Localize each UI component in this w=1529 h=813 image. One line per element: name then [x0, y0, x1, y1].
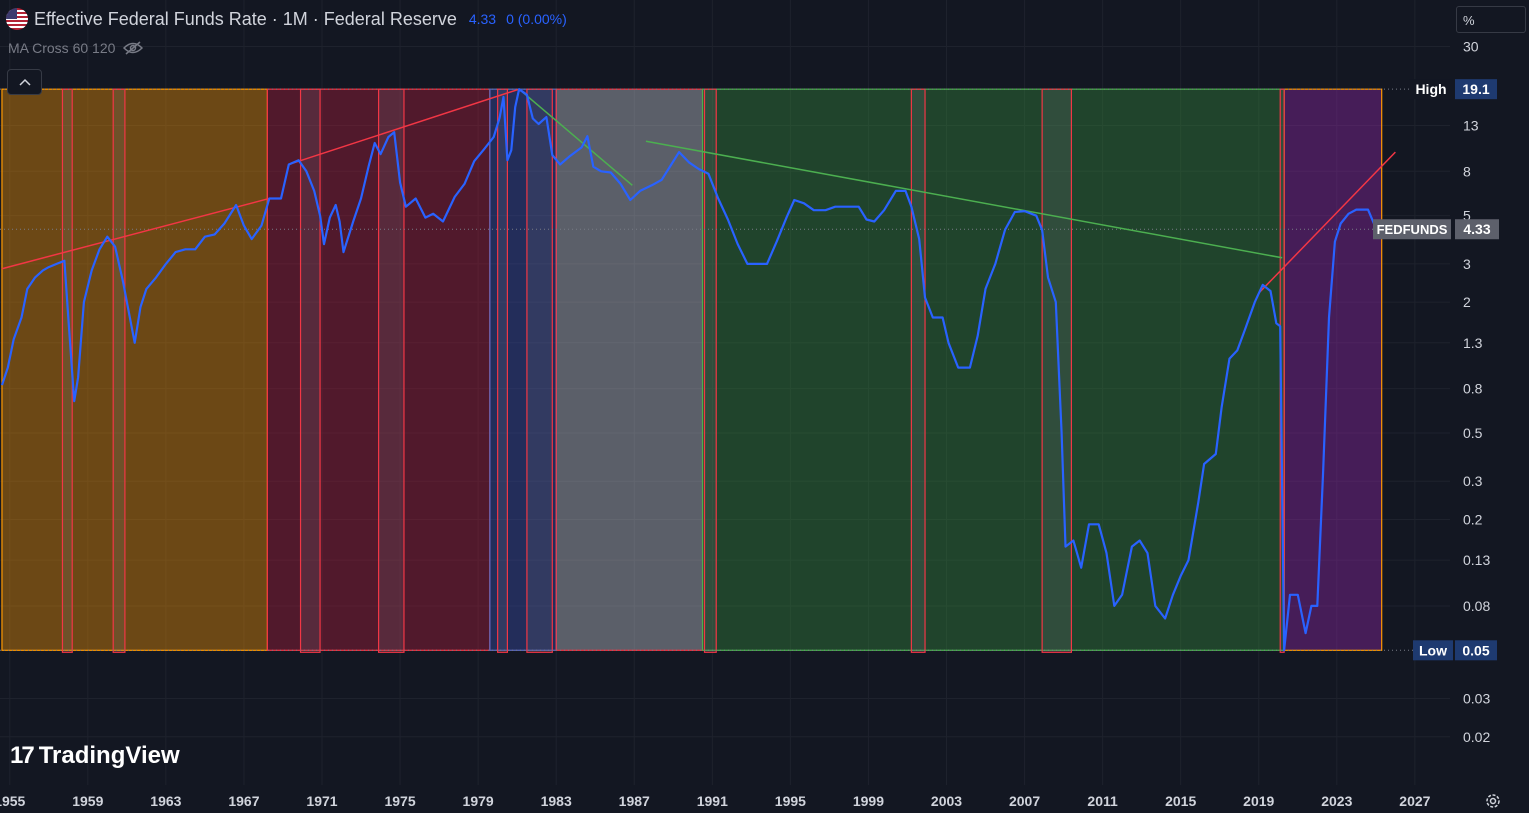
x-tick-label: 1979 [463, 793, 494, 809]
x-tick-label: 2023 [1321, 793, 1352, 809]
gear-icon[interactable] [1484, 792, 1502, 810]
x-tick-label: 2011 [1087, 793, 1118, 809]
us-flag-icon [6, 8, 28, 30]
recession-box [299, 88, 321, 653]
y-tick-label: 3 [1463, 256, 1471, 272]
tradingview-logo: 17 TradingView [10, 742, 180, 770]
y-tick-label: 0.02 [1463, 729, 1490, 745]
y-tick-label: 8 [1463, 163, 1471, 179]
low-label-value: 0.05 [1462, 642, 1489, 658]
recession-box [703, 88, 717, 653]
x-tick-label: 1971 [306, 793, 337, 809]
x-tick-label: 2015 [1165, 793, 1196, 809]
high-label-name-bg [1409, 79, 1453, 100]
regime-zone [555, 88, 704, 651]
eye-hidden-icon[interactable] [123, 41, 144, 55]
recession-box [112, 88, 126, 653]
regime-zone [1283, 88, 1383, 651]
y-tick-label: 0.8 [1463, 381, 1483, 397]
regime-zone [1, 88, 268, 651]
time-axis [0, 785, 1450, 813]
regime-zone [701, 88, 1285, 651]
x-tick-label: 1995 [775, 793, 806, 809]
x-tick-label: 2007 [1009, 793, 1040, 809]
trendline [518, 88, 633, 186]
y-tick-label: 30 [1463, 39, 1479, 55]
trendline [645, 140, 1283, 259]
chevron-up-icon [18, 78, 31, 86]
price-change: 0 (0.00%) [506, 11, 567, 27]
recession-box [497, 88, 509, 653]
fedfunds-series-line [0, 88, 1394, 652]
y-tick-label: 2 [1463, 294, 1471, 310]
high-label: High 19.1 [1409, 79, 1497, 100]
recession-box [378, 88, 405, 653]
high-label-value: 19.1 [1462, 81, 1489, 97]
x-tick-label: 1983 [541, 793, 572, 809]
x-tick-label: 1963 [150, 793, 181, 809]
x-tick-label: 1987 [619, 793, 650, 809]
y-tick-label: 1.3 [1463, 335, 1483, 351]
y-tick-label: 0.2 [1463, 511, 1483, 527]
unit-label-box[interactable]: % [1456, 6, 1526, 33]
y-tick-label: 0.08 [1463, 598, 1490, 614]
y-tick-label: 0.5 [1463, 425, 1483, 441]
y-tick-label: 13 [1463, 117, 1479, 133]
x-tick-label: 1955 [0, 793, 26, 809]
indicator-legend[interactable]: MA Cross 60 120 [8, 40, 144, 56]
recession-box [61, 88, 73, 653]
last-price-name-bg [1373, 219, 1451, 240]
x-tick-label: 2019 [1243, 793, 1274, 809]
high-label-name: High [1415, 81, 1446, 97]
low-label-name: Low [1419, 642, 1447, 658]
recession-box [526, 88, 553, 653]
x-tick-label: 2027 [1399, 793, 1430, 809]
indicator-label: MA Cross 60 120 [8, 40, 116, 56]
trendline [1, 197, 270, 270]
logo-text: TradingView [38, 742, 180, 769]
x-tick-label: 1991 [697, 793, 728, 809]
x-tick-label: 1999 [853, 793, 884, 809]
y-tick-label: 0.03 [1463, 691, 1490, 707]
last-price-label: FEDFUNDS 4.33 [1373, 219, 1499, 240]
recession-box [910, 88, 926, 653]
trendline [288, 88, 520, 166]
regime-zone [489, 88, 557, 651]
last-price-name: FEDFUNDS [1377, 222, 1448, 237]
last-price: 4.33 [468, 11, 497, 27]
chart-header: Effective Federal Funds Rate · 1M · Fede… [6, 8, 567, 30]
low-label: Low 0.05 [1413, 640, 1497, 661]
symbol-title[interactable]: Effective Federal Funds Rate · 1M · Fede… [34, 8, 457, 29]
low-label-name-bg [1413, 640, 1453, 661]
high-label-value-bg [1455, 79, 1497, 100]
last-price-value: 4.33 [1463, 221, 1490, 237]
low-label-value-bg [1455, 640, 1497, 661]
recession-box [1041, 88, 1072, 653]
x-tick-label: 1975 [384, 793, 415, 809]
y-tick-label: 0.13 [1463, 552, 1490, 568]
price-axis [1450, 0, 1529, 813]
x-tick-label: 1959 [72, 793, 103, 809]
x-tick-label: 2003 [931, 793, 962, 809]
y-tick-label: 5 [1463, 208, 1471, 224]
y-tick-label: 0.3 [1463, 473, 1483, 489]
x-tick-label: 1967 [228, 793, 259, 809]
last-price-value-bg [1455, 219, 1499, 240]
collapse-button[interactable] [7, 69, 42, 95]
tv-logo-icon: 17 [10, 742, 35, 769]
trendline [1258, 151, 1396, 294]
